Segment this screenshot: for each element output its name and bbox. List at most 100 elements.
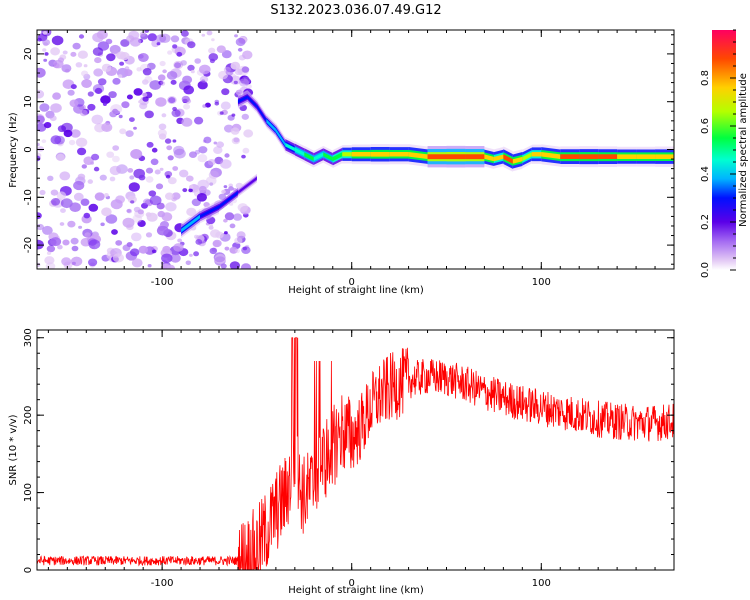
noise-blob [126, 35, 135, 42]
ridge-segment [465, 154, 485, 160]
snr-ylabel: SNR (10 * v/v) [8, 414, 19, 485]
ridge-segment [332, 152, 343, 162]
noise-blob [199, 64, 211, 75]
noise-blob [205, 176, 217, 186]
noise-blob [61, 122, 73, 133]
ridge-segment [427, 154, 447, 160]
noise-blob [124, 69, 133, 77]
noise-blob [50, 47, 60, 56]
noise-blob [46, 251, 52, 255]
noise-blob [120, 39, 130, 47]
noise-blob [144, 110, 154, 119]
noise-blob [137, 220, 146, 227]
noise-blob [164, 138, 172, 144]
noise-blob [145, 232, 153, 238]
colorbar-tick-label: 0.2 [700, 214, 711, 230]
noise-blob [209, 58, 215, 64]
ridge-segment [636, 154, 656, 159]
noise-blob [37, 212, 42, 220]
noise-blob [179, 169, 189, 178]
snr-ytick-label: 300 [23, 328, 34, 347]
noise-blob [181, 95, 190, 103]
noise-blob [37, 223, 44, 231]
noise-blob [111, 229, 118, 235]
noise-blob [43, 58, 48, 62]
noise-blob [138, 53, 149, 62]
noise-blob [160, 263, 172, 269]
noise-blob [51, 197, 64, 208]
noise-blob [61, 257, 72, 266]
noise-blob [143, 198, 151, 206]
noise-blob [132, 214, 143, 223]
snr-ytick-label: 100 [23, 483, 34, 502]
noise-blob [219, 111, 224, 115]
noise-blob [37, 115, 45, 124]
noise-blob [59, 222, 65, 226]
noise-blob [221, 50, 232, 59]
noise-blob [83, 64, 88, 68]
noise-blob [90, 161, 94, 165]
spectrogram-xtick-label: -100 [151, 277, 174, 288]
noise-blob [100, 95, 111, 105]
noise-blob [213, 146, 223, 155]
spectrogram-ytick-label: 0 [23, 146, 34, 152]
noise-blob [234, 34, 238, 38]
ridge-segment [294, 147, 305, 157]
noise-blob [173, 148, 186, 159]
noise-blob [42, 39, 51, 46]
noise-blob [73, 192, 84, 201]
noise-blob [237, 47, 243, 52]
ridge-segment [541, 152, 561, 159]
noise-blob [109, 44, 121, 54]
noise-blob [173, 243, 184, 252]
noise-blob [39, 103, 50, 112]
noise-blob [56, 153, 65, 161]
noise-blob [237, 203, 248, 212]
noise-blob [197, 80, 208, 90]
noise-blob [97, 78, 107, 86]
noise-blob [156, 225, 169, 236]
noise-blob [145, 212, 152, 218]
noise-blob [202, 104, 207, 108]
noise-blob [241, 113, 249, 120]
noise-blob [238, 36, 248, 44]
noise-blob [106, 53, 116, 62]
noise-blob [159, 167, 164, 171]
ridge-segment [285, 142, 295, 152]
spectrogram-xlabel: Height of straight line (km) [288, 285, 424, 296]
noise-blob [146, 62, 156, 70]
noise-blob [50, 237, 62, 247]
noise-blob [212, 239, 222, 248]
noise-blob [233, 213, 242, 221]
noise-blob [37, 142, 40, 147]
noise-blob [130, 149, 143, 159]
noise-blob [155, 97, 167, 107]
noise-blob [170, 253, 181, 263]
noise-blob [188, 188, 193, 193]
noise-blob [62, 239, 70, 246]
noise-blob [171, 109, 181, 118]
noise-blob [133, 126, 137, 130]
noise-blob [146, 141, 154, 148]
noise-blob [70, 84, 77, 90]
snr-background [37, 330, 674, 570]
noise-blob [133, 206, 141, 213]
noise-blob [37, 89, 45, 99]
noise-blob [47, 175, 54, 181]
noise-blob [194, 234, 199, 239]
noise-blob [87, 179, 94, 184]
ridge-segment [560, 154, 580, 160]
noise-blob [229, 261, 240, 269]
noise-blob [170, 79, 177, 85]
noise-blob [223, 185, 228, 189]
ridge-segment [522, 152, 532, 162]
snr-xlabel: Height of straight line (km) [288, 585, 424, 596]
noise-blob [60, 198, 73, 209]
ridge-segment [408, 151, 428, 159]
noise-blob [142, 96, 149, 102]
noise-blob [139, 31, 146, 37]
noise-blob [218, 70, 229, 80]
noise-blob [124, 66, 130, 71]
